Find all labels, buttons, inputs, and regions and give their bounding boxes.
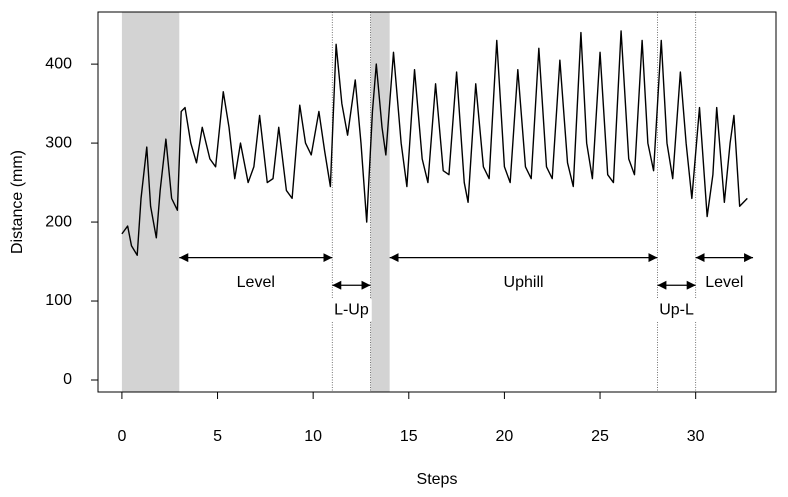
annotation-bg (500, 271, 547, 294)
annotation-label: Up-L (659, 301, 694, 318)
y-tick-label: 200 (45, 213, 72, 230)
annotation-label: Level (237, 274, 275, 291)
x-tick-label: 15 (400, 428, 418, 445)
y-tick-label: 400 (45, 55, 72, 72)
y-axis-title: Distance (mm) (9, 150, 26, 254)
plot-frame (97, 11, 777, 393)
x-tick-label: 20 (496, 428, 514, 445)
x-tick-label: 30 (687, 428, 705, 445)
annotation-bg (233, 271, 278, 294)
annotation-bg (702, 271, 747, 294)
annotation-bg (656, 299, 697, 322)
annotation-label: Uphill (504, 274, 544, 291)
y-tick-label: 0 (63, 371, 72, 388)
y-tick-label: 300 (45, 134, 72, 151)
annotation-label: Level (705, 274, 743, 291)
x-tick-label: 25 (591, 428, 609, 445)
annotation-bg (331, 299, 372, 322)
data-line (121, 30, 748, 256)
x-axis-title: Steps (417, 471, 458, 488)
y-tick-label: 100 (45, 292, 72, 309)
x-tick-label: 0 (117, 428, 126, 445)
shaded-region (370, 12, 390, 392)
x-tick-label: 10 (304, 428, 322, 445)
annotation-label: L-Up (334, 301, 369, 318)
x-tick-label: 5 (213, 428, 222, 445)
